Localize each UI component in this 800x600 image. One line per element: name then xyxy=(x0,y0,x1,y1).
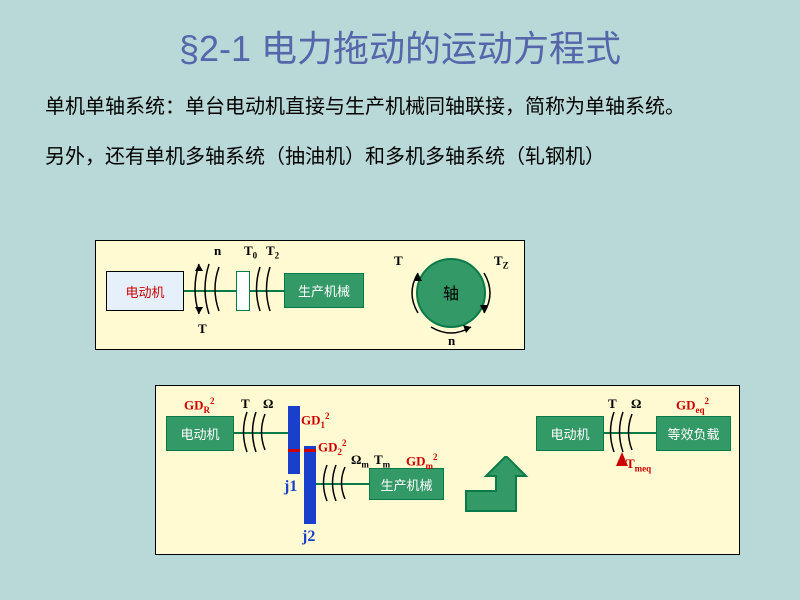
d2-curves-1 xyxy=(241,408,291,458)
paragraph-1: 单机单轴系统：单台电动机直接与生产机械同轴联接，简称为单轴系统。 xyxy=(45,92,755,122)
d2-eqload: 等效负载 xyxy=(656,416,731,451)
d2-gear-j2-mark xyxy=(304,449,316,452)
d1-machine-box: 生产机械 xyxy=(284,273,364,308)
d2-GDR: GDR2 xyxy=(184,396,215,415)
d1-T2-label: T2 xyxy=(266,243,279,261)
d2-Omega2: Ω xyxy=(631,396,641,412)
d2-big-arrow xyxy=(456,456,536,526)
d1-motor-box: 电动机 xyxy=(106,271,184,311)
d2-GD2: GD22 xyxy=(318,438,347,457)
page-title: §2-1 电力拖动的运动方程式 xyxy=(0,0,800,72)
d1-n-circle-label: n xyxy=(448,333,455,349)
d1-n-label: n xyxy=(214,243,221,259)
d2-GDm: GDm2 xyxy=(406,452,438,471)
d2-j2: j2 xyxy=(302,528,315,546)
d2-Omega1: Ω xyxy=(263,396,273,412)
d1-curves-right xyxy=(254,259,294,324)
d2-T1: T xyxy=(241,396,250,412)
d2-Omega-m: Ωm xyxy=(351,452,369,470)
d1-Tz-label: TZ xyxy=(494,253,509,271)
d2-GDeq: GDeq2 xyxy=(676,396,709,415)
d2-GD1: GD12 xyxy=(301,411,330,430)
d1-T-label: T xyxy=(198,321,207,337)
paragraph-2: 另外，还有单机多轴系统（抽油机）和多机多轴系统（轧钢机） xyxy=(45,142,755,172)
svg-text:轴: 轴 xyxy=(443,285,459,303)
d2-T2: T xyxy=(608,396,617,412)
d2-motor1: 电动机 xyxy=(166,416,234,451)
d2-machine: 生产机械 xyxy=(369,468,444,500)
d2-Tm: Tm xyxy=(374,452,390,470)
d1-T0-label: T0 xyxy=(244,243,257,261)
diagram-1: 电动机 生产机械 n T0 T2 T 轴 T TZ n xyxy=(95,240,525,350)
d1-curves-left xyxy=(191,259,261,324)
d2-tmeq-arrow xyxy=(616,448,636,468)
diagram-2: 电动机 生产机械 GDR2 T Ω GD12 GD22 j1 j2 Ωm Tm … xyxy=(155,385,740,555)
d2-j1: j1 xyxy=(284,478,297,496)
d2-gear-j2 xyxy=(304,446,316,524)
d1-T-circle-label: T xyxy=(394,253,403,269)
d2-motor2: 电动机 xyxy=(536,416,604,451)
